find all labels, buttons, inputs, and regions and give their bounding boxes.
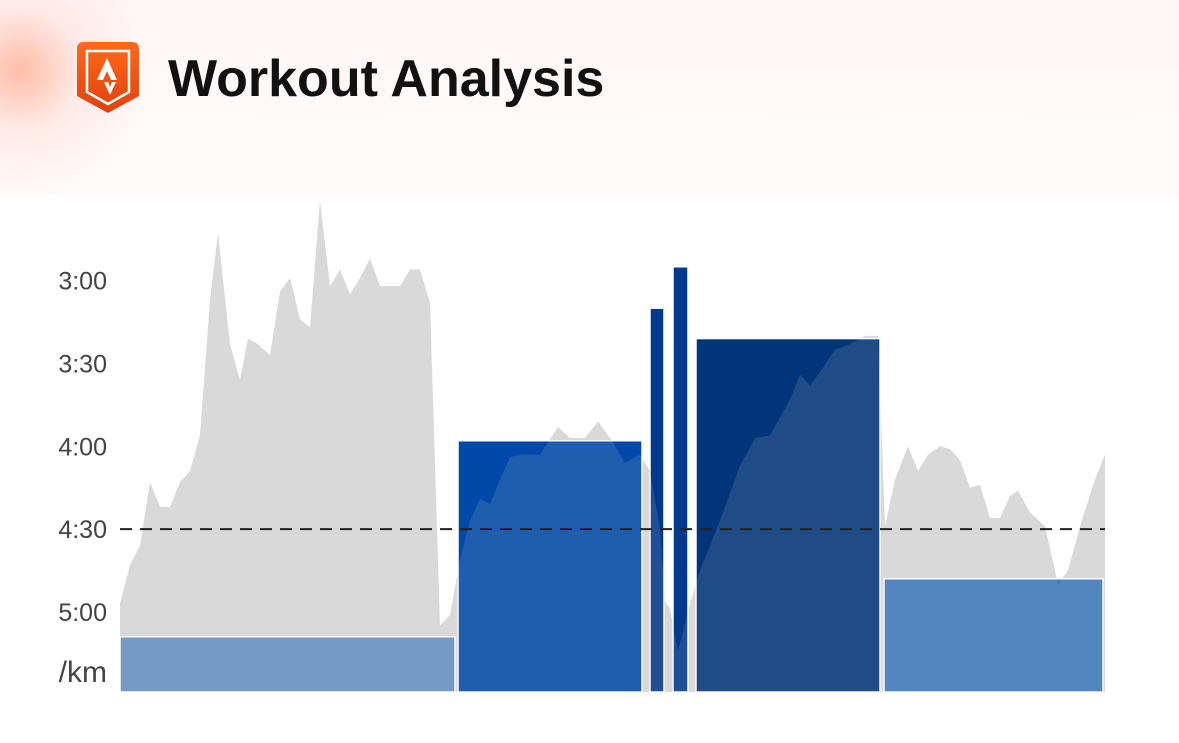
y-unit: /km	[59, 656, 107, 689]
logo	[77, 42, 139, 113]
y-tick-label: 3:00	[58, 268, 107, 296]
lap-bar	[883, 578, 1104, 693]
lap-bar	[695, 337, 881, 693]
lap-bar	[119, 636, 456, 693]
y-tick-label: 4:00	[58, 433, 107, 461]
lap-bar	[672, 266, 689, 693]
lap-bar	[457, 439, 643, 693]
y-tick-label: 3:30	[58, 350, 107, 378]
pace-area-overlay	[120, 200, 1105, 692]
y-tick-label: 4:30	[58, 516, 107, 544]
lap-bar	[649, 307, 665, 693]
page-title: Workout Analysis	[168, 50, 604, 108]
y-tick-label: 5:00	[58, 599, 107, 627]
